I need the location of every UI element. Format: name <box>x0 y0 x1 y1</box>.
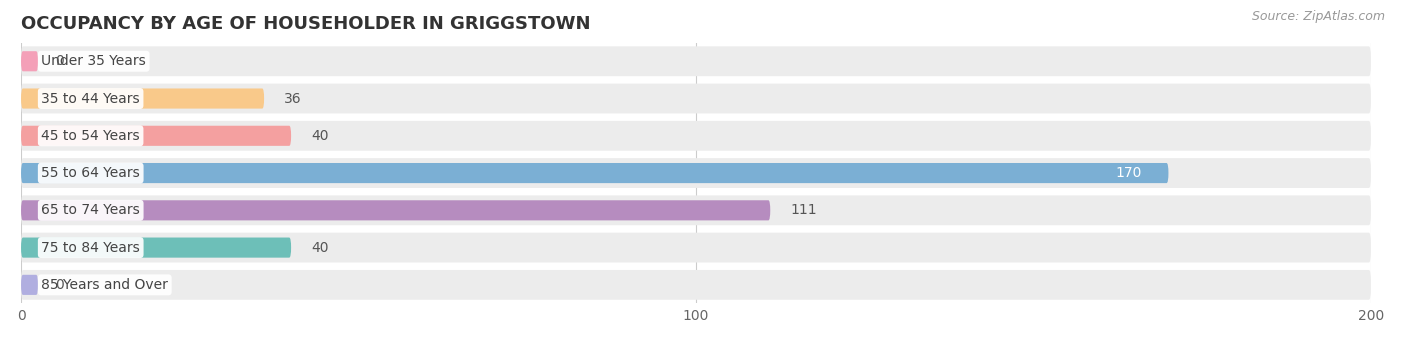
Text: 45 to 54 Years: 45 to 54 Years <box>41 129 141 143</box>
Text: 85 Years and Over: 85 Years and Over <box>41 278 169 292</box>
Text: 36: 36 <box>284 91 302 105</box>
FancyBboxPatch shape <box>21 163 1168 183</box>
Text: Under 35 Years: Under 35 Years <box>41 54 146 68</box>
FancyBboxPatch shape <box>21 46 1371 76</box>
FancyBboxPatch shape <box>21 51 38 71</box>
FancyBboxPatch shape <box>21 158 1371 188</box>
FancyBboxPatch shape <box>21 195 1371 225</box>
Text: 111: 111 <box>790 203 817 217</box>
Text: 65 to 74 Years: 65 to 74 Years <box>41 203 141 217</box>
Text: 55 to 64 Years: 55 to 64 Years <box>41 166 141 180</box>
Text: 40: 40 <box>311 129 329 143</box>
FancyBboxPatch shape <box>21 84 1371 114</box>
FancyBboxPatch shape <box>21 88 264 108</box>
Text: Source: ZipAtlas.com: Source: ZipAtlas.com <box>1251 10 1385 23</box>
Text: 170: 170 <box>1115 166 1142 180</box>
Text: 75 to 84 Years: 75 to 84 Years <box>41 241 141 255</box>
Text: 40: 40 <box>311 241 329 255</box>
Text: 0: 0 <box>55 278 63 292</box>
FancyBboxPatch shape <box>21 270 1371 300</box>
FancyBboxPatch shape <box>21 200 770 220</box>
FancyBboxPatch shape <box>21 121 1371 151</box>
FancyBboxPatch shape <box>21 126 291 146</box>
FancyBboxPatch shape <box>21 238 291 258</box>
Text: 0: 0 <box>55 54 63 68</box>
FancyBboxPatch shape <box>21 275 38 295</box>
Text: 35 to 44 Years: 35 to 44 Years <box>41 91 141 105</box>
FancyBboxPatch shape <box>21 233 1371 263</box>
Text: OCCUPANCY BY AGE OF HOUSEHOLDER IN GRIGGSTOWN: OCCUPANCY BY AGE OF HOUSEHOLDER IN GRIGG… <box>21 15 591 33</box>
